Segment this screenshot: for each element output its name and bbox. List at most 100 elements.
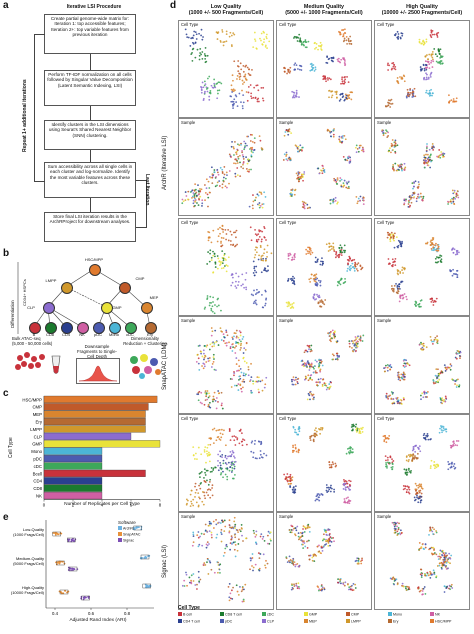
ari-point <box>145 584 148 587</box>
umap-point <box>190 489 193 492</box>
umap-point <box>424 574 427 577</box>
umap-point <box>429 335 432 338</box>
umap-point <box>447 460 450 463</box>
umap-point <box>242 438 244 441</box>
umap-point <box>287 69 290 72</box>
umap-point <box>425 68 428 71</box>
umap-point <box>231 273 234 276</box>
umap-point <box>241 83 244 85</box>
umap-point <box>393 235 395 238</box>
umap-svg <box>383 335 462 405</box>
umap-point <box>213 78 216 81</box>
umap-point <box>260 456 263 459</box>
umap-point <box>454 197 457 200</box>
umap-point <box>396 525 398 528</box>
umap-point <box>224 454 227 457</box>
umap-point <box>264 302 267 305</box>
bar <box>43 425 146 433</box>
umap-point <box>332 354 335 357</box>
umap-point <box>347 583 349 585</box>
umap-point <box>405 587 407 590</box>
umap-point <box>331 337 333 340</box>
umap-point <box>230 454 232 457</box>
legend-label: CMP <box>351 612 359 617</box>
umap-point <box>283 67 285 69</box>
umap-point <box>301 359 304 362</box>
umap-point <box>317 586 320 589</box>
umap-point <box>360 562 363 565</box>
legend-swatch <box>388 619 392 623</box>
umap-point <box>315 430 318 433</box>
umap-point <box>390 466 393 469</box>
umap-point <box>219 226 221 229</box>
umap-point <box>194 56 197 59</box>
umap-point <box>210 533 213 536</box>
umap-point <box>297 150 299 153</box>
umap-point <box>301 535 304 538</box>
umap-point <box>426 391 429 393</box>
umap-point <box>211 176 214 179</box>
umap-point <box>235 342 237 345</box>
umap-point <box>319 281 322 284</box>
umap-point <box>318 544 320 547</box>
umap-point <box>205 543 208 546</box>
umap-point <box>332 135 335 138</box>
umap-point <box>339 580 341 583</box>
umap-point <box>390 103 393 105</box>
umap-point <box>245 91 248 93</box>
umap-point <box>229 548 232 551</box>
umap-point <box>234 444 237 446</box>
umap-point <box>427 158 430 161</box>
umap-point <box>452 200 455 203</box>
umap-point <box>240 165 243 168</box>
celltype-legend-item: MEP <box>304 619 317 624</box>
umap-point <box>353 344 356 347</box>
umap-point <box>297 565 300 568</box>
umap-point <box>208 560 211 563</box>
umap-point <box>240 440 243 443</box>
umap-point <box>315 554 318 557</box>
umap-point <box>433 571 436 574</box>
umap-point <box>240 68 243 71</box>
umap-point <box>259 535 262 538</box>
umap-point <box>401 169 403 172</box>
umap-point <box>320 585 323 587</box>
umap-point <box>295 529 298 532</box>
umap-point <box>320 305 323 308</box>
umap-point <box>226 475 229 478</box>
umap-point <box>299 531 302 534</box>
umap-point <box>353 267 356 270</box>
umap-point <box>201 202 204 205</box>
hier-node-label: MEP <box>149 295 159 300</box>
umap-point <box>325 489 328 492</box>
umap-point <box>330 466 333 468</box>
umap-point <box>192 454 195 457</box>
umap-point <box>238 378 240 381</box>
umap-point <box>197 545 200 548</box>
umap-point <box>206 479 208 482</box>
umap-point <box>386 456 389 459</box>
umap-point <box>433 146 435 149</box>
umap-point <box>260 257 263 260</box>
umap-point <box>442 155 445 158</box>
umap-point <box>260 193 263 195</box>
umap-point <box>416 457 419 459</box>
umap-point <box>219 571 221 574</box>
umap-point <box>189 505 192 508</box>
umap-point <box>406 485 409 488</box>
umap-point <box>236 78 238 80</box>
umap-point <box>343 498 346 500</box>
ari-point <box>53 532 56 534</box>
umap-point <box>292 275 294 278</box>
umap-point <box>432 553 435 556</box>
legend-swatch <box>346 619 350 623</box>
umap-point <box>390 236 392 239</box>
umap-point <box>230 100 233 103</box>
umap-point <box>290 479 292 482</box>
umap-point <box>193 458 196 460</box>
celltype-legend-item: cDC <box>262 612 274 617</box>
umap-point <box>324 543 326 546</box>
umap-point <box>405 96 408 99</box>
umap-point <box>287 254 290 257</box>
umap-point <box>302 547 305 549</box>
